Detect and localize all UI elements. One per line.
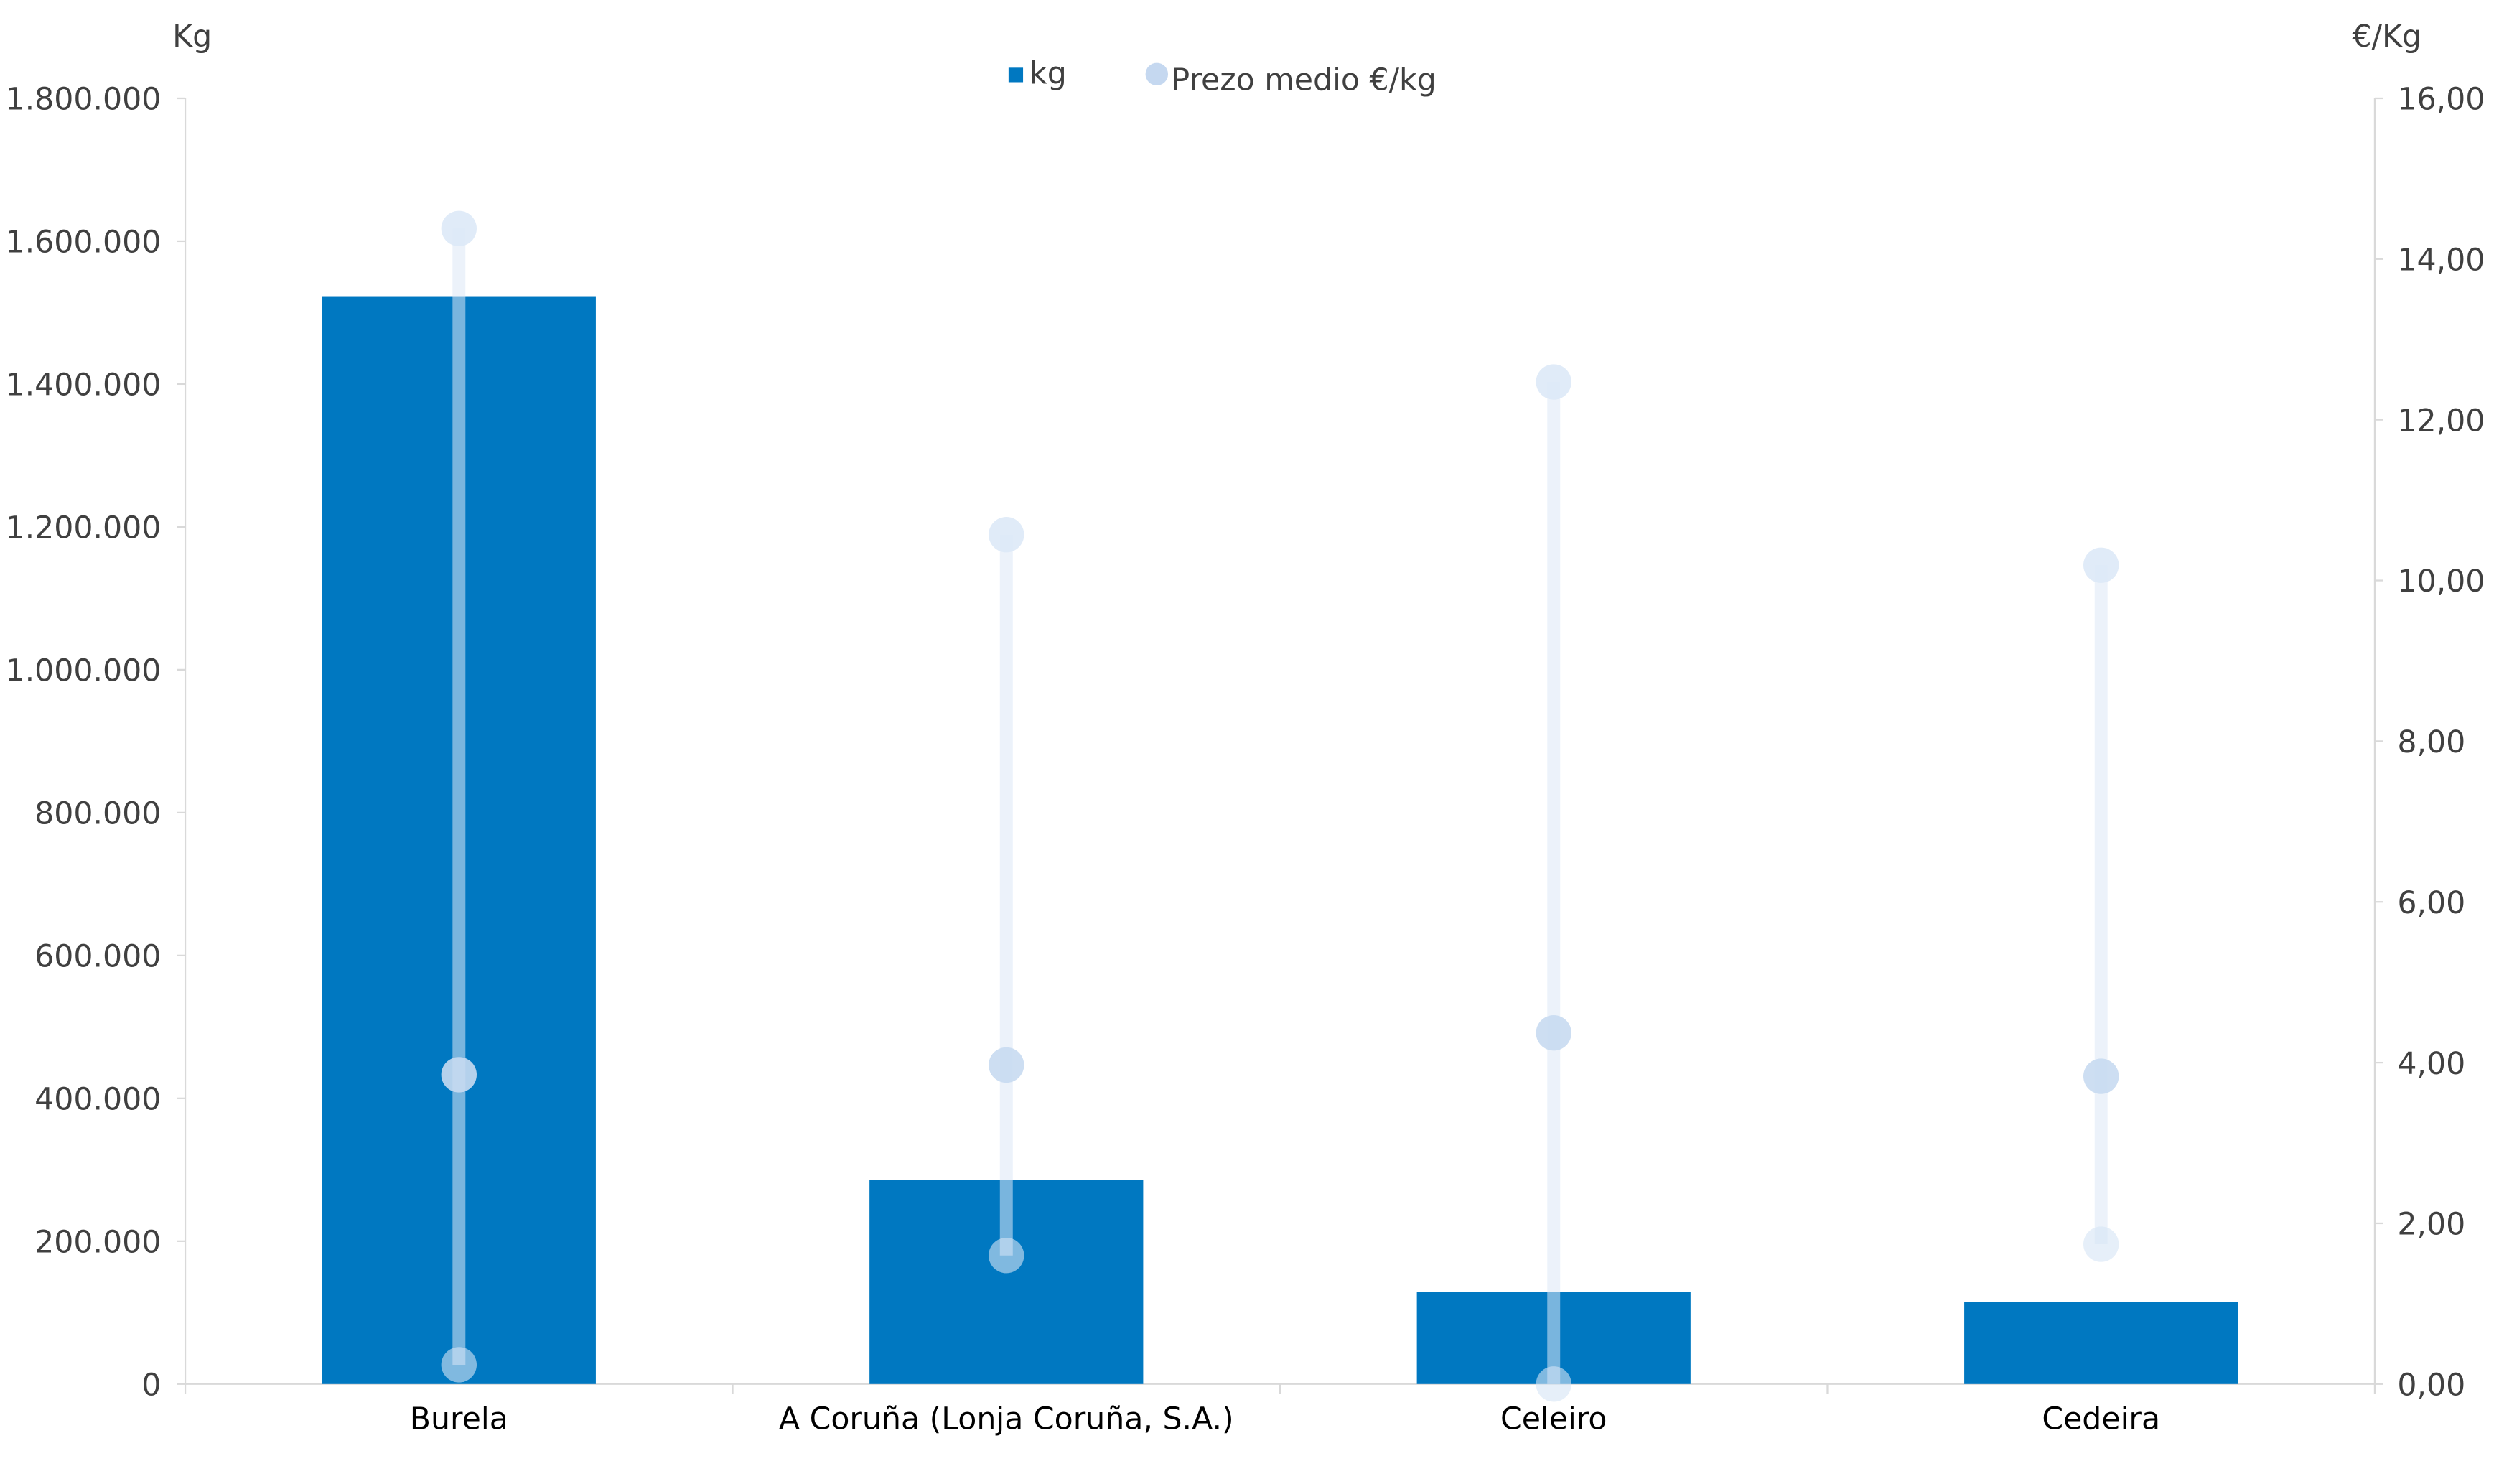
price-min-dot (2083, 1226, 2119, 1262)
right-tick-label: 8,00 (2397, 724, 2465, 760)
legend: kg Prezo medio €/kg (1008, 56, 1437, 98)
right-tick-label: 0,00 (2397, 1368, 2465, 1404)
right-tick-label: 4,00 (2397, 1046, 2465, 1082)
left-tick-label: 1.400.000 (5, 368, 161, 403)
right-tick-label: 2,00 (2397, 1207, 2465, 1243)
right-tick-label: 10,00 (2397, 564, 2485, 599)
price-max-dot (1536, 364, 1571, 400)
right-tick-label: 12,00 (2397, 403, 2485, 439)
left-tick-label: 1.200.000 (5, 510, 161, 546)
right-tick-label: 14,00 (2397, 243, 2485, 279)
price-avg-dot (441, 1057, 477, 1093)
category-label: Celeiro (1500, 1401, 1607, 1437)
left-tick-label: 1.000.000 (5, 653, 161, 689)
price-max-dot (989, 517, 1024, 553)
price-min-dot (441, 1347, 477, 1383)
bar-kg (1964, 1302, 2238, 1384)
left-tick-label: 600.000 (34, 939, 161, 975)
left-tick-label: 800.000 (34, 796, 161, 832)
left-tick-label: 0 (141, 1368, 161, 1404)
price-min-dot (1536, 1366, 1571, 1402)
price-avg-dot (1536, 1014, 1571, 1051)
price-avg-dot (2083, 1058, 2119, 1094)
left-tick-label: 1.600.000 (5, 225, 161, 261)
category-label: A Coruña (Lonja Coruña, S.A.) (779, 1401, 1234, 1437)
left-tick-label: 200.000 (34, 1225, 161, 1261)
left-tick-label: 1.800.000 (5, 82, 161, 118)
price-max-dot (2083, 547, 2119, 583)
left-axis-label: Kg (172, 19, 212, 55)
category-label: Cedeira (2042, 1401, 2160, 1437)
right-tick-label: 16,00 (2397, 82, 2485, 118)
left-tick-label: 400.000 (34, 1082, 161, 1118)
price-min-dot (989, 1238, 1024, 1274)
right-tick-label: 6,00 (2397, 885, 2465, 921)
legend-kg-label: kg (1029, 56, 1067, 92)
legend-kg-swatch (1008, 67, 1024, 83)
legend-price-swatch (1145, 62, 1169, 85)
category-label: Burela (410, 1401, 508, 1437)
price-max-dot (441, 210, 477, 246)
price-avg-dot (989, 1047, 1024, 1083)
right-axis-label: €/Kg (2353, 19, 2422, 55)
legend-price-label: Prezo medio €/kg (1172, 62, 1437, 98)
